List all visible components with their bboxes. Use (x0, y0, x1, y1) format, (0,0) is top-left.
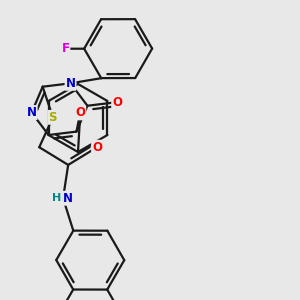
Text: N: N (65, 77, 76, 90)
Text: O: O (92, 141, 102, 154)
Text: N: N (63, 192, 73, 205)
Text: O: O (112, 96, 122, 109)
Text: S: S (49, 111, 57, 124)
Text: F: F (61, 42, 69, 55)
Text: N: N (27, 106, 37, 119)
Text: O: O (75, 106, 85, 119)
Text: H: H (52, 193, 62, 203)
